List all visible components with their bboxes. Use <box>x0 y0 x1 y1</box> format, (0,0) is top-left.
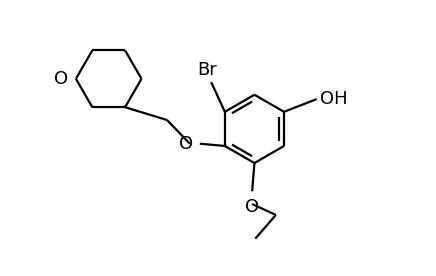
Text: OH: OH <box>320 90 348 108</box>
Text: O: O <box>54 70 68 88</box>
Text: O: O <box>245 198 259 216</box>
Text: O: O <box>179 135 194 153</box>
Text: Br: Br <box>198 60 218 79</box>
